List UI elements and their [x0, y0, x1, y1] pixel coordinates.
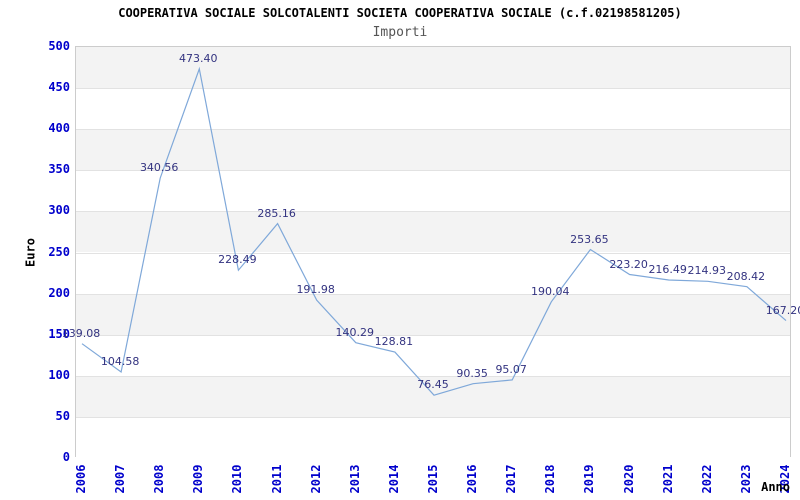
- gridline: [76, 334, 790, 336]
- gridline: [76, 88, 790, 90]
- plot-band: [76, 334, 790, 376]
- gridline: [76, 375, 790, 377]
- data-point-label: 140.29: [335, 325, 375, 339]
- x-axis-title: Anno: [761, 480, 790, 494]
- y-tick-label: 400: [48, 121, 70, 136]
- data-point-label: 167.20: [765, 303, 800, 317]
- data-point-label: 139.08: [61, 326, 101, 340]
- x-tick-label: 2022: [699, 464, 714, 494]
- plot-band: [76, 293, 790, 335]
- gridline: [76, 129, 790, 131]
- chart-title: COOPERATIVA SOCIALE SOLCOTALENTI SOCIETA…: [118, 6, 682, 20]
- x-tick-label: 2018: [543, 464, 558, 494]
- data-point-label: 90.35: [456, 366, 488, 380]
- x-tick-label: 2007: [113, 464, 128, 494]
- plot-band: [76, 375, 790, 417]
- y-tick-label: 100: [48, 367, 70, 382]
- x-tick-label: 2013: [347, 464, 362, 494]
- x-tick-label: 2012: [308, 464, 323, 494]
- data-point-label: 216.49: [648, 263, 687, 276]
- x-tick-label: 2008: [152, 464, 167, 494]
- data-point-label: 191.98: [296, 283, 335, 297]
- y-tick-label: 250: [48, 244, 70, 259]
- data-point-label: 223.20: [609, 257, 648, 271]
- x-tick-label: 2016: [465, 464, 480, 494]
- data-point-label: 208.42: [726, 269, 766, 283]
- gridline: [76, 252, 790, 254]
- x-tick-label: 2006: [74, 464, 88, 494]
- series-line-svg: [81, 66, 787, 396]
- x-tick-label: 2010: [230, 464, 245, 494]
- x-tick-label: 2011: [269, 464, 284, 494]
- x-tick-label: 2020: [621, 464, 636, 494]
- y-tick-label: 50: [55, 408, 70, 423]
- data-point-label: 253.65: [570, 232, 609, 246]
- plot-band: [76, 252, 790, 294]
- x-tick-label: 2014: [386, 464, 401, 494]
- series-line: [81, 66, 787, 396]
- y-tick-label: 200: [48, 285, 70, 300]
- plot-band: [76, 129, 790, 171]
- x-tick-label: 2009: [191, 464, 206, 494]
- plot-band: [76, 88, 790, 130]
- plot-band: [76, 170, 790, 212]
- data-point-label: 190.04: [531, 284, 570, 298]
- data-point-label: 473.40: [179, 51, 218, 65]
- y-tick-label: 500: [48, 39, 70, 53]
- data-point-label: 285.16: [257, 206, 296, 220]
- plot-band: [76, 416, 790, 458]
- y-axis-title: Euro: [23, 238, 38, 267]
- y-tick-label: 300: [48, 203, 70, 218]
- x-tick-label: 2017: [504, 464, 519, 494]
- y-tick-label: 450: [48, 80, 70, 95]
- x-tick-label: 2015: [426, 464, 440, 494]
- gridline: [76, 293, 790, 295]
- y-tick-label: 350: [48, 162, 70, 177]
- data-point-label: 95.07: [495, 362, 527, 376]
- data-point-label: 228.49: [218, 253, 257, 267]
- data-point-label: 104.58: [100, 355, 140, 368]
- data-point-label: 76.45: [417, 378, 449, 392]
- y-tick-label: 150: [48, 326, 70, 341]
- data-point-label: 128.81: [374, 335, 414, 349]
- gridline: [76, 170, 790, 172]
- gridline: [76, 416, 790, 418]
- data-point-label: 214.93: [687, 264, 727, 278]
- chart-subtitle: Importi: [372, 25, 428, 40]
- plot-band: [76, 211, 790, 253]
- data-point-label: 340.56: [139, 161, 179, 175]
- x-tick-label: 2019: [582, 464, 597, 494]
- gridline: [76, 211, 790, 213]
- x-tick-label: 2021: [660, 464, 675, 494]
- y-tick-label: 0: [62, 450, 70, 464]
- plot-area: [75, 46, 791, 458]
